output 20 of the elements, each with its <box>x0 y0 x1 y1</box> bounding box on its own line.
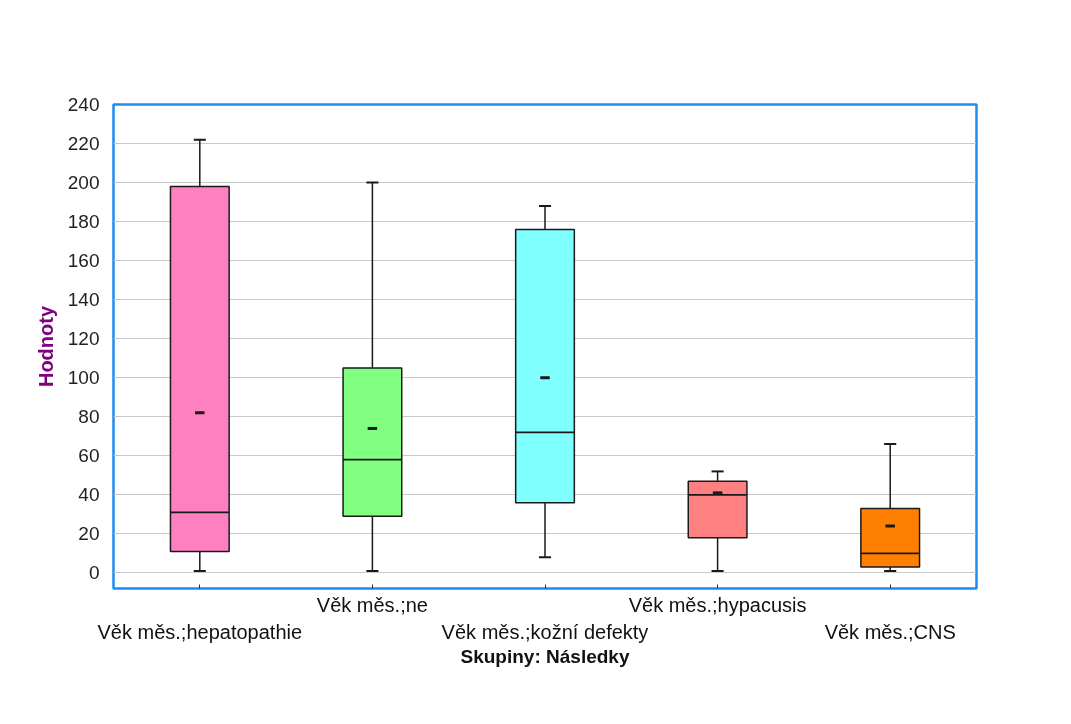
x-tick-label: Věk měs.;hypacusis <box>628 593 807 616</box>
y-tick-label: 100 <box>67 367 100 389</box>
y-tick-label: 40 <box>78 484 100 506</box>
y-tick-label: 180 <box>67 211 100 233</box>
x-tick-label: Věk měs.;CNS <box>824 620 956 643</box>
y-axis-title: Hodnoty <box>34 305 57 388</box>
x-tick-label: Věk měs.;hepatopathie <box>97 620 303 643</box>
x-tick-label: Věk měs.;ne <box>316 593 428 616</box>
y-tick-label: 20 <box>78 523 100 545</box>
y-tick-label: 240 <box>67 94 100 115</box>
x-tick-label: Věk měs.;kožní defekty <box>441 620 649 643</box>
y-tick-label: 60 <box>78 445 100 467</box>
y-tick-label: 140 <box>67 289 100 311</box>
y-tick-label: 80 <box>78 406 100 428</box>
x-axis-title: Skupiny: Následky <box>460 645 630 667</box>
y-tick-label: 120 <box>67 328 100 350</box>
y-tick-label: 0 <box>88 562 100 584</box>
y-tick-label: 160 <box>67 250 100 272</box>
y-tick-label: 220 <box>67 133 100 155</box>
y-tick-label: 200 <box>67 172 100 194</box>
